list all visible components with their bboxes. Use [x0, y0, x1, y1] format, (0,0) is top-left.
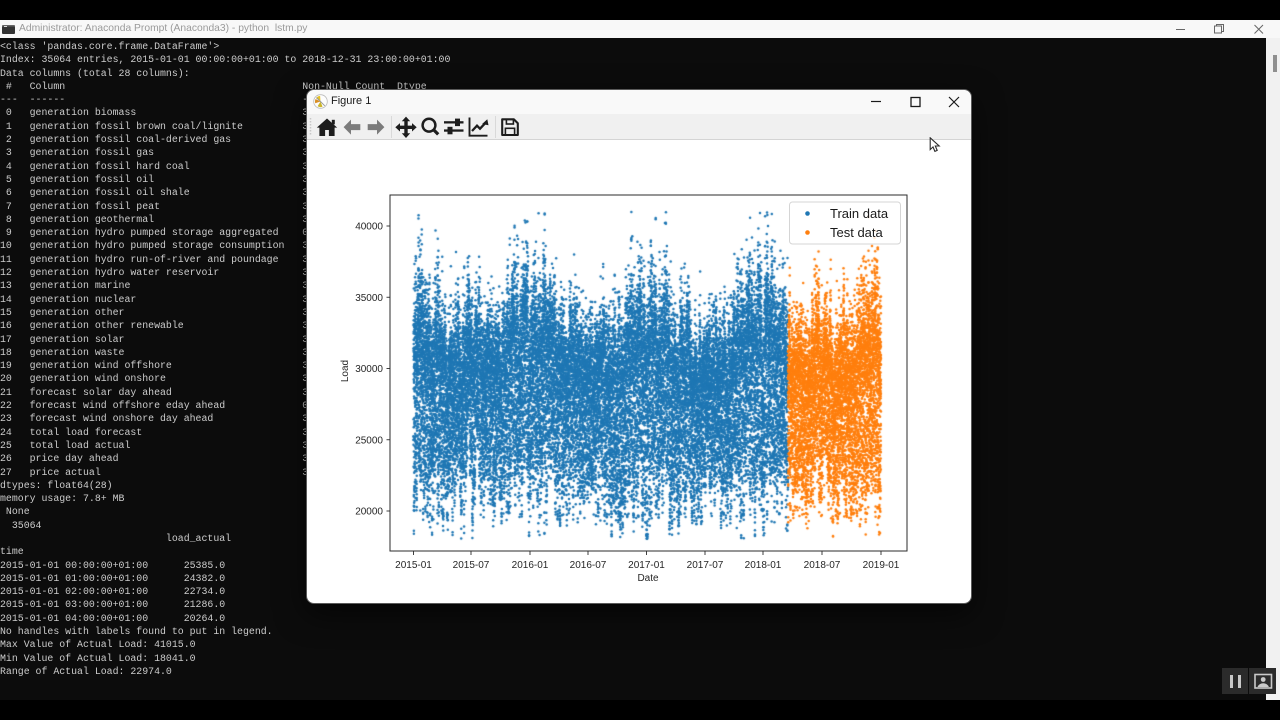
svg-text:2015-01: 2015-01 — [395, 560, 432, 571]
svg-text:2019-01: 2019-01 — [863, 560, 900, 571]
svg-text:Test data: Test data — [830, 225, 884, 240]
svg-text:30000: 30000 — [355, 364, 383, 375]
svg-text:25000: 25000 — [355, 435, 383, 446]
svg-text:35000: 35000 — [355, 293, 383, 304]
svg-text:2018-01: 2018-01 — [745, 560, 782, 571]
svg-text:2016-01: 2016-01 — [512, 560, 549, 571]
svg-text:Date: Date — [637, 573, 659, 584]
svg-text:2017-07: 2017-07 — [687, 560, 724, 571]
svg-text:40000: 40000 — [355, 222, 383, 233]
svg-text:2015-07: 2015-07 — [453, 560, 490, 571]
svg-text:2017-01: 2017-01 — [628, 560, 665, 571]
svg-text:Load: Load — [340, 360, 351, 382]
svg-text:2016-07: 2016-07 — [570, 560, 607, 571]
svg-text:2018-07: 2018-07 — [804, 560, 841, 571]
svg-text:Train data: Train data — [830, 206, 889, 221]
svg-text:20000: 20000 — [355, 507, 383, 518]
